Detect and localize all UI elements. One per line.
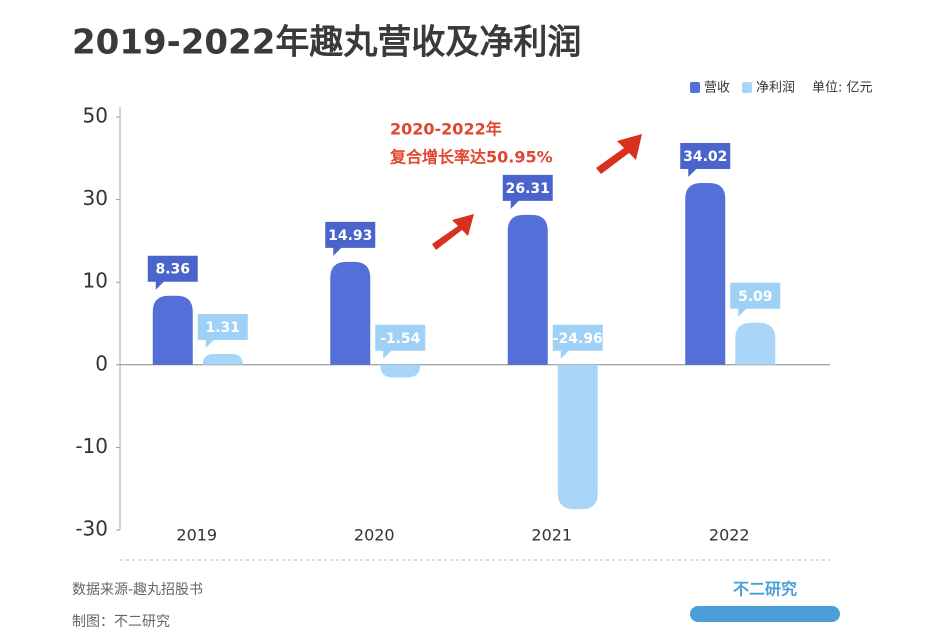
arrow — [596, 134, 642, 174]
y-tick-label: 30 — [83, 186, 108, 210]
bar — [380, 364, 421, 378]
data-label: 14.93 — [328, 228, 372, 244]
bar — [735, 322, 776, 365]
y-tick-label: 0 — [95, 351, 108, 375]
y-tick-label: -10 — [75, 434, 108, 458]
bar — [202, 353, 243, 365]
data-label-box — [730, 282, 781, 317]
arrow — [432, 214, 474, 250]
data-label: 8.36 — [155, 262, 190, 278]
annotation: 复合增长率达50.95% — [389, 148, 553, 167]
data-label-box — [680, 142, 731, 177]
data-label: 5.09 — [738, 289, 773, 305]
data-label: 34.02 — [683, 149, 727, 165]
data-label-box — [502, 174, 553, 209]
bar — [685, 182, 726, 365]
source: 数据来源-趣丸招股书 — [72, 582, 203, 598]
y-tick-label: 10 — [83, 269, 108, 293]
data-label-box — [375, 324, 426, 359]
legend-label: 营收 — [704, 81, 730, 96]
x-tick-label: 2022 — [709, 526, 750, 545]
data-label: -1.54 — [380, 331, 421, 347]
data-label: 1.31 — [205, 320, 240, 336]
data-label-box — [147, 255, 198, 290]
y-tick-label: -30 — [75, 517, 108, 541]
bar — [507, 214, 548, 365]
legend-label: 净利润 — [756, 81, 795, 96]
bar — [330, 261, 371, 365]
credit: 制图：不二研究 — [72, 614, 170, 630]
data-label: 26.31 — [506, 181, 550, 197]
y-tick-label: 50 — [83, 104, 108, 128]
x-tick-label: 2021 — [531, 526, 572, 545]
data-label: -24.96 — [553, 331, 603, 347]
data-label-box — [552, 324, 603, 359]
brand: 不二研究 — [733, 580, 797, 599]
legend-swatch — [742, 82, 752, 93]
brand-banner — [690, 606, 840, 622]
data-label-box — [197, 313, 248, 348]
unit-label: 单位: 亿元 — [812, 81, 873, 96]
x-tick-label: 2019 — [176, 526, 217, 545]
x-tick-label: 2020 — [354, 526, 395, 545]
legend-swatch — [690, 82, 700, 93]
chart-title: 2019-2022年趣丸营收及净利润 — [72, 23, 581, 63]
bar — [152, 295, 193, 365]
annotation: 2020-2022年 — [390, 120, 502, 139]
bar — [557, 364, 598, 510]
data-label-box — [325, 221, 376, 256]
